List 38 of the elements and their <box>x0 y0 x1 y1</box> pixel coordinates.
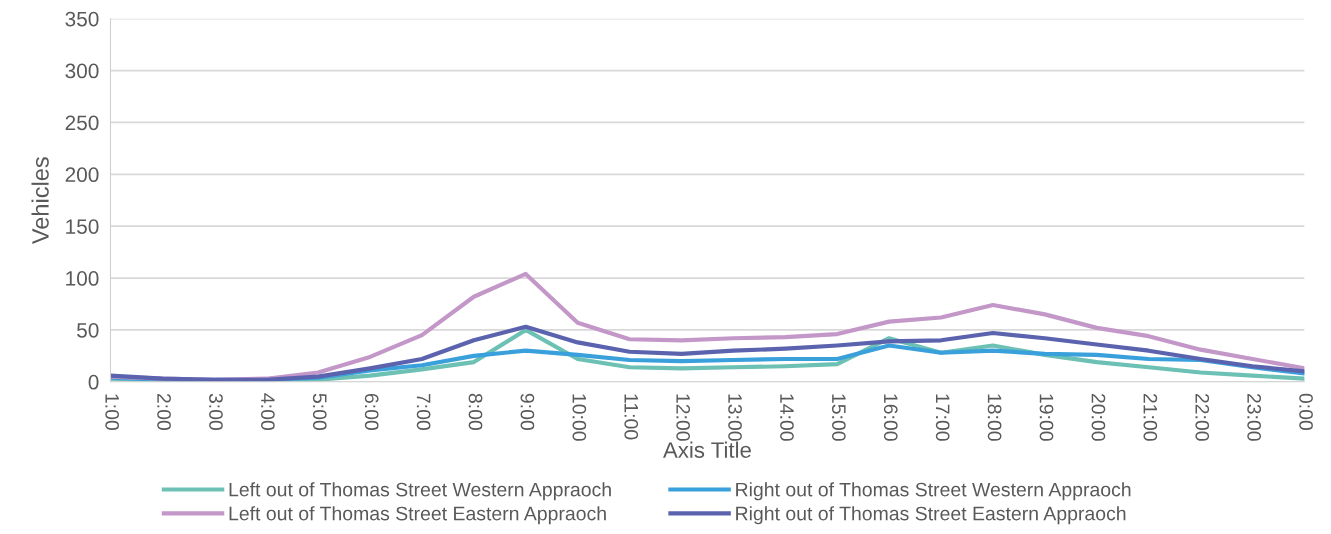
x-tick-label: 21:00 <box>1143 393 1158 441</box>
x-tick-label: 16:00 <box>883 394 898 441</box>
x-tick-label: 18:00 <box>987 394 1002 441</box>
y-tick-label: 150 <box>66 219 99 234</box>
legend-label: Left out of Thomas Street Western Appraoch <box>229 482 611 501</box>
x-tick-label: 9:00 <box>520 393 535 430</box>
x-tick-label: 2:00 <box>157 393 171 430</box>
x-tick-label: 17:00 <box>935 394 950 441</box>
x-tick-label: 15:00 <box>831 394 846 441</box>
x-tick-label: 22:00 <box>1195 393 1210 441</box>
x-tick-label: 14:00 <box>780 394 794 441</box>
x-tick-label: 7:00 <box>416 393 431 430</box>
y-tick-label: 50 <box>77 322 99 338</box>
x-tick-label: 11:00 <box>624 394 639 440</box>
y-axis-title: Vehicles <box>31 157 49 245</box>
y-tick-label: 200 <box>65 167 99 183</box>
x-tick-label: 10:00 <box>572 394 587 441</box>
y-tick-label: 300 <box>65 63 99 79</box>
x-axis-title: Axis Title <box>663 441 751 458</box>
x-tick-label: 8:00 <box>468 393 483 430</box>
x-tick-label: 3:00 <box>209 393 223 430</box>
legend-label: Right out of Thomas Street Western Appraoch <box>736 482 1131 501</box>
y-tick-label: 250 <box>65 115 99 131</box>
y-tick-label: 100 <box>66 271 99 286</box>
x-tick-label: 6:00 <box>364 393 379 430</box>
x-tick-label: 13:00 <box>728 394 742 441</box>
x-tick-label: 23:00 <box>1247 393 1262 441</box>
x-tick-label: 5:00 <box>312 393 327 430</box>
x-tick-label: 0:00 <box>1299 393 1313 430</box>
x-tick-label: 4:00 <box>260 393 275 430</box>
y-tick-label: 350 <box>65 11 99 27</box>
x-tick-label: 1:00 <box>105 394 120 430</box>
x-tick-label: 12:00 <box>676 394 691 441</box>
legend-label: Left out of Thomas Street Eastern Appraoch <box>229 506 606 525</box>
x-tick-label: 19:00 <box>1039 394 1054 441</box>
legend-label: Right out of Thomas Street Eastern Appraoch <box>736 506 1126 525</box>
x-tick-label: 20:00 <box>1091 393 1106 441</box>
y-tick-label: 0 <box>88 374 99 390</box>
